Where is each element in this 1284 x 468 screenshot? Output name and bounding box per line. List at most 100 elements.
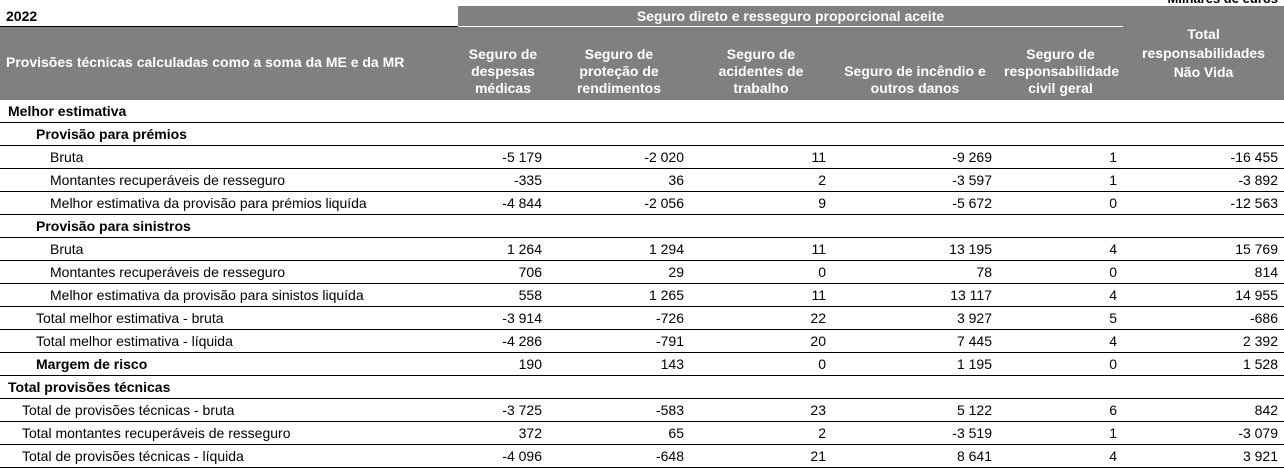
value-cell — [690, 375, 832, 399]
row-label: Total montantes recuperáveis de ressegur… — [0, 421, 458, 445]
table-row: Provisão para prémios — [0, 122, 1284, 146]
row-label: Total de provisões técnicas - bruta — [0, 398, 458, 422]
value-cell — [548, 375, 690, 399]
column-header: Seguro de responsabilidade civil geral — [998, 26, 1124, 100]
table-row: Bruta -5 179 -2 020 11 -9 269 1 -16 455 — [0, 145, 1284, 169]
table-row: Total de provisões técnicas - líquida -4 … — [0, 444, 1284, 468]
value-cell: -335 — [458, 168, 548, 192]
value-cell — [458, 375, 548, 399]
value-cell: 1 264 — [458, 237, 548, 261]
value-cell: -3 914 — [458, 306, 548, 330]
column-header: Seguro de acidentes de trabalho — [690, 26, 832, 100]
value-cell: -3 725 — [458, 398, 548, 422]
value-cell: 2 — [690, 168, 832, 192]
value-cell — [832, 100, 998, 123]
value-cell — [458, 100, 548, 123]
value-cell: -648 — [548, 444, 690, 468]
table-row: Melhor estimativa da provisão para prémi… — [0, 191, 1284, 215]
value-cell: 14 955 — [1123, 283, 1284, 307]
value-cell — [998, 122, 1124, 146]
value-cell — [548, 100, 690, 123]
value-cell — [458, 122, 548, 146]
value-cell: 0 — [690, 352, 832, 376]
value-cell: 1 265 — [548, 283, 690, 307]
value-cell: -3 597 — [832, 168, 998, 192]
row-label: Montantes recuperáveis de resseguro — [0, 260, 458, 284]
value-cell: 1 — [998, 421, 1124, 445]
value-cell: 4 — [998, 237, 1124, 261]
value-cell: 1 528 — [1123, 352, 1284, 376]
value-cell: 4 — [998, 329, 1124, 353]
value-cell — [832, 375, 998, 399]
value-cell: 15 769 — [1123, 237, 1284, 261]
value-cell: 3 927 — [832, 306, 998, 330]
value-cell: 13 195 — [832, 237, 998, 261]
value-cell: -9 269 — [832, 145, 998, 169]
value-cell: 7 445 — [832, 329, 998, 353]
value-cell — [998, 214, 1124, 238]
value-cell — [832, 214, 998, 238]
value-cell — [998, 375, 1124, 399]
value-cell — [690, 100, 832, 123]
value-cell: 1 294 — [548, 237, 690, 261]
value-cell: -2 056 — [548, 191, 690, 215]
value-cell: 1 195 — [832, 352, 998, 376]
value-cell: 5 122 — [832, 398, 998, 422]
year: 2022 — [0, 6, 458, 27]
value-cell: 0 — [998, 260, 1124, 284]
total-header: Total responsabilidades Não Vida — [1123, 6, 1284, 100]
table-row: Total melhor estimativa - bruta -3 914 -72… — [0, 306, 1284, 330]
value-cell: -16 455 — [1123, 145, 1284, 169]
value-cell — [458, 214, 548, 238]
table-row: Melhor estimativa da provisão para sinis… — [0, 283, 1284, 307]
value-cell: 22 — [690, 306, 832, 330]
table-row: Melhor estimativa — [0, 100, 1284, 123]
value-cell — [998, 100, 1124, 123]
value-cell: -3 892 — [1123, 168, 1284, 192]
row-label: Provisão para sinistros — [0, 214, 458, 238]
value-cell: 1 — [998, 168, 1124, 192]
value-cell — [690, 214, 832, 238]
table-row: Total provisões técnicas — [0, 375, 1284, 399]
value-cell: 6 — [998, 398, 1124, 422]
value-cell: -4 096 — [458, 444, 548, 468]
value-cell: 9 — [690, 191, 832, 215]
table-row: Total melhor estimativa - líquida -4 286-… — [0, 329, 1284, 353]
row-label: Total provisões técnicas — [0, 375, 458, 399]
column-header: Seguro de despesas médicas — [458, 26, 548, 100]
value-cell: -4 286 — [458, 329, 548, 353]
value-cell: -5 672 — [832, 191, 998, 215]
row-label: Melhor estimativa — [0, 100, 458, 123]
value-cell — [1123, 100, 1284, 123]
value-cell: -583 — [548, 398, 690, 422]
value-cell — [548, 122, 690, 146]
value-cell: 143 — [548, 352, 690, 376]
column-header: Seguro de proteção de rendimentos — [548, 26, 690, 100]
value-cell — [1123, 375, 1284, 399]
value-cell: 0 — [690, 260, 832, 284]
value-cell: 21 — [690, 444, 832, 468]
table-row: Montantes recuperáveis de resseguro -335 3… — [0, 168, 1284, 192]
table-row: Provisão para sinistros — [0, 214, 1284, 238]
value-cell: -726 — [548, 306, 690, 330]
value-cell: 1 — [998, 145, 1124, 169]
row-label: Melhor estimativa da provisão para prémi… — [0, 191, 458, 215]
value-cell: -2 020 — [548, 145, 690, 169]
table-row: Montantes recuperáveis de resseguro 706 29… — [0, 260, 1284, 284]
value-cell: -5 179 — [458, 145, 548, 169]
row-label: Total de provisões técnicas - líquida — [0, 444, 458, 468]
row-header: Provisões técnicas calculadas como a som… — [0, 26, 458, 100]
column-header: Seguro de incêndio e outros danos — [832, 26, 998, 100]
group-header: Seguro direto e resseguro proporcional a… — [458, 6, 1124, 27]
value-cell: 4 — [998, 283, 1124, 307]
value-cell: 3 921 — [1123, 444, 1284, 468]
value-cell: 190 — [458, 352, 548, 376]
row-label: Melhor estimativa da provisão para sinis… — [0, 283, 458, 307]
value-cell — [1123, 122, 1284, 146]
value-cell: 29 — [548, 260, 690, 284]
value-cell: 11 — [690, 283, 832, 307]
value-cell — [690, 122, 832, 146]
table-row: Total de provisões técnicas - bruta -3 72… — [0, 398, 1284, 422]
row-label: Montantes recuperáveis de resseguro — [0, 168, 458, 192]
